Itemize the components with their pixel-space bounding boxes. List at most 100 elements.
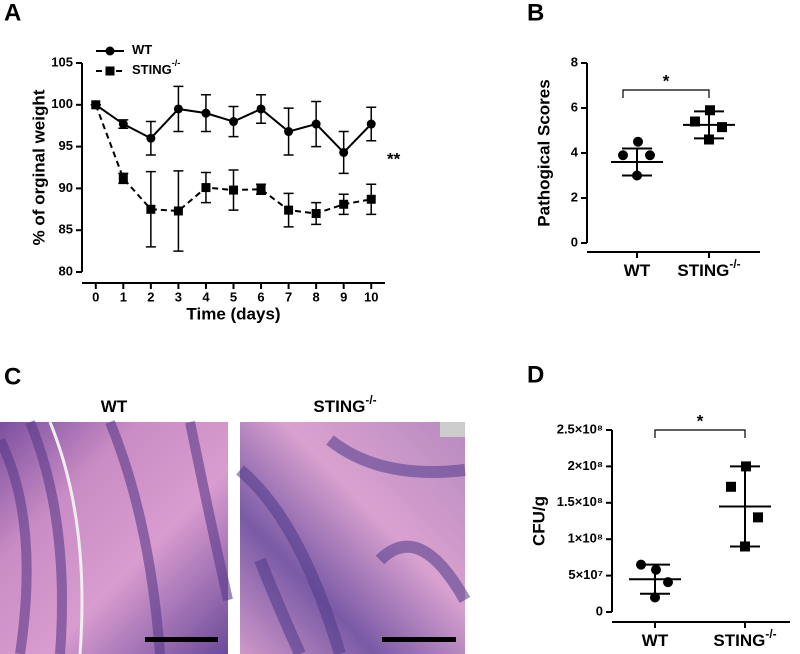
marker (146, 133, 156, 143)
x-tick-label-sup: -/- (729, 257, 740, 271)
sd-bar (694, 110, 724, 140)
y-tick-label: 80 (59, 263, 73, 278)
marker (311, 119, 321, 129)
x-tick-label-sup: -/- (765, 627, 776, 641)
x-axis-label: Time (days) (186, 304, 280, 323)
x-tick-label: STING-/- (677, 257, 740, 280)
image-label: WT (101, 397, 128, 416)
x-tick-label: STING-/- (713, 627, 776, 650)
wt-image (0, 422, 228, 654)
y-tick-label: 85 (59, 222, 73, 237)
tissue-texture (236, 435, 471, 654)
panel-label: A (4, 0, 21, 26)
x-tick-label: 8 (313, 289, 320, 304)
tissue-texture (0, 420, 233, 654)
y-tick-label: 2.5×10⁸ (557, 421, 603, 436)
y-tick-label: 1×10⁸ (568, 531, 603, 546)
marker (284, 205, 294, 215)
x-tick-label: 4 (202, 289, 210, 304)
marker (229, 117, 238, 127)
significance-bracket (654, 429, 746, 438)
x-tick-label: WT (624, 261, 651, 280)
marker (704, 134, 714, 145)
marker (229, 185, 238, 195)
y-tick-label: 5×10⁷ (568, 567, 603, 582)
marker (173, 104, 183, 114)
legend-label-base: STING (132, 62, 172, 77)
marker (118, 119, 128, 129)
legend-label: WT (132, 42, 152, 57)
sd-bar (730, 465, 760, 548)
marker (650, 592, 660, 603)
image-label-sup: -/- (365, 393, 376, 407)
y-tick-label: 95 (59, 138, 73, 153)
background (440, 422, 465, 437)
significance: * (663, 71, 670, 90)
marker (645, 150, 655, 161)
x-tick-label: 9 (340, 289, 347, 304)
marker (173, 206, 183, 216)
legend-marker (105, 66, 115, 76)
marker (690, 116, 700, 127)
y-tick-label: 8 (571, 54, 578, 69)
y-tick-label: 105 (51, 54, 73, 69)
x-tick-label: 0 (92, 289, 99, 304)
marker (201, 183, 211, 193)
x-tick-label-base: WT (624, 261, 651, 280)
marker (146, 204, 156, 214)
marker (753, 512, 763, 523)
legend-label-base: WT (132, 42, 152, 57)
image-label-base: STING (313, 397, 365, 416)
legend-label-sup: -/- (172, 58, 181, 68)
scale-bar (382, 637, 456, 642)
x-tick-label: 5 (230, 289, 237, 304)
y-tick-label: 0 (596, 603, 603, 618)
x-tick-label: 10 (364, 289, 378, 304)
marker (284, 127, 294, 137)
tissue-texture (48, 421, 84, 654)
panel-label: C (4, 363, 21, 390)
y-tick-label: 100 (51, 96, 73, 111)
legend-label: STING-/- (132, 58, 180, 77)
y-axis-label: CFU/g (529, 496, 548, 546)
marker (618, 150, 628, 161)
scale-bar (145, 637, 218, 642)
marker (311, 208, 321, 218)
image-label: STING-/- (313, 393, 376, 416)
marker (91, 100, 101, 110)
marker (366, 194, 376, 204)
marker (717, 122, 727, 133)
significance: * (697, 411, 704, 430)
x-tick-label: 1 (120, 289, 127, 304)
histology-images (0, 420, 471, 654)
y-tick-label: 1.5×10⁸ (557, 494, 603, 509)
marker (705, 105, 715, 116)
marker (633, 136, 643, 147)
x-tick-label: 2 (147, 289, 154, 304)
panel-label: B (527, 0, 544, 26)
y-axis-label: % of orginal weight (29, 89, 48, 245)
marker (256, 184, 266, 194)
image-label-base: WT (101, 397, 128, 416)
panel-label: D (527, 361, 544, 388)
y-tick-label: 0 (571, 234, 578, 249)
legend-marker (105, 46, 115, 56)
marker (366, 119, 376, 129)
sd-bar (622, 147, 652, 177)
y-tick-label: 2×10⁸ (568, 458, 603, 473)
x-tick-label-base: STING (677, 261, 729, 280)
x-tick-label: 6 (257, 289, 264, 304)
y-tick-label: 6 (571, 99, 578, 114)
marker (118, 173, 128, 183)
x-tick-label: 7 (285, 289, 292, 304)
y-tick-label: 90 (59, 180, 73, 195)
marker (201, 108, 211, 118)
x-tick-label-base: WT (642, 631, 669, 650)
y-axis-label: Pathogical Scores (534, 79, 553, 226)
marker (339, 199, 349, 209)
x-tick-label-base: STING (713, 631, 765, 650)
significance: ** (387, 149, 401, 168)
y-tick-label: 2 (571, 189, 578, 204)
marker (339, 147, 349, 157)
